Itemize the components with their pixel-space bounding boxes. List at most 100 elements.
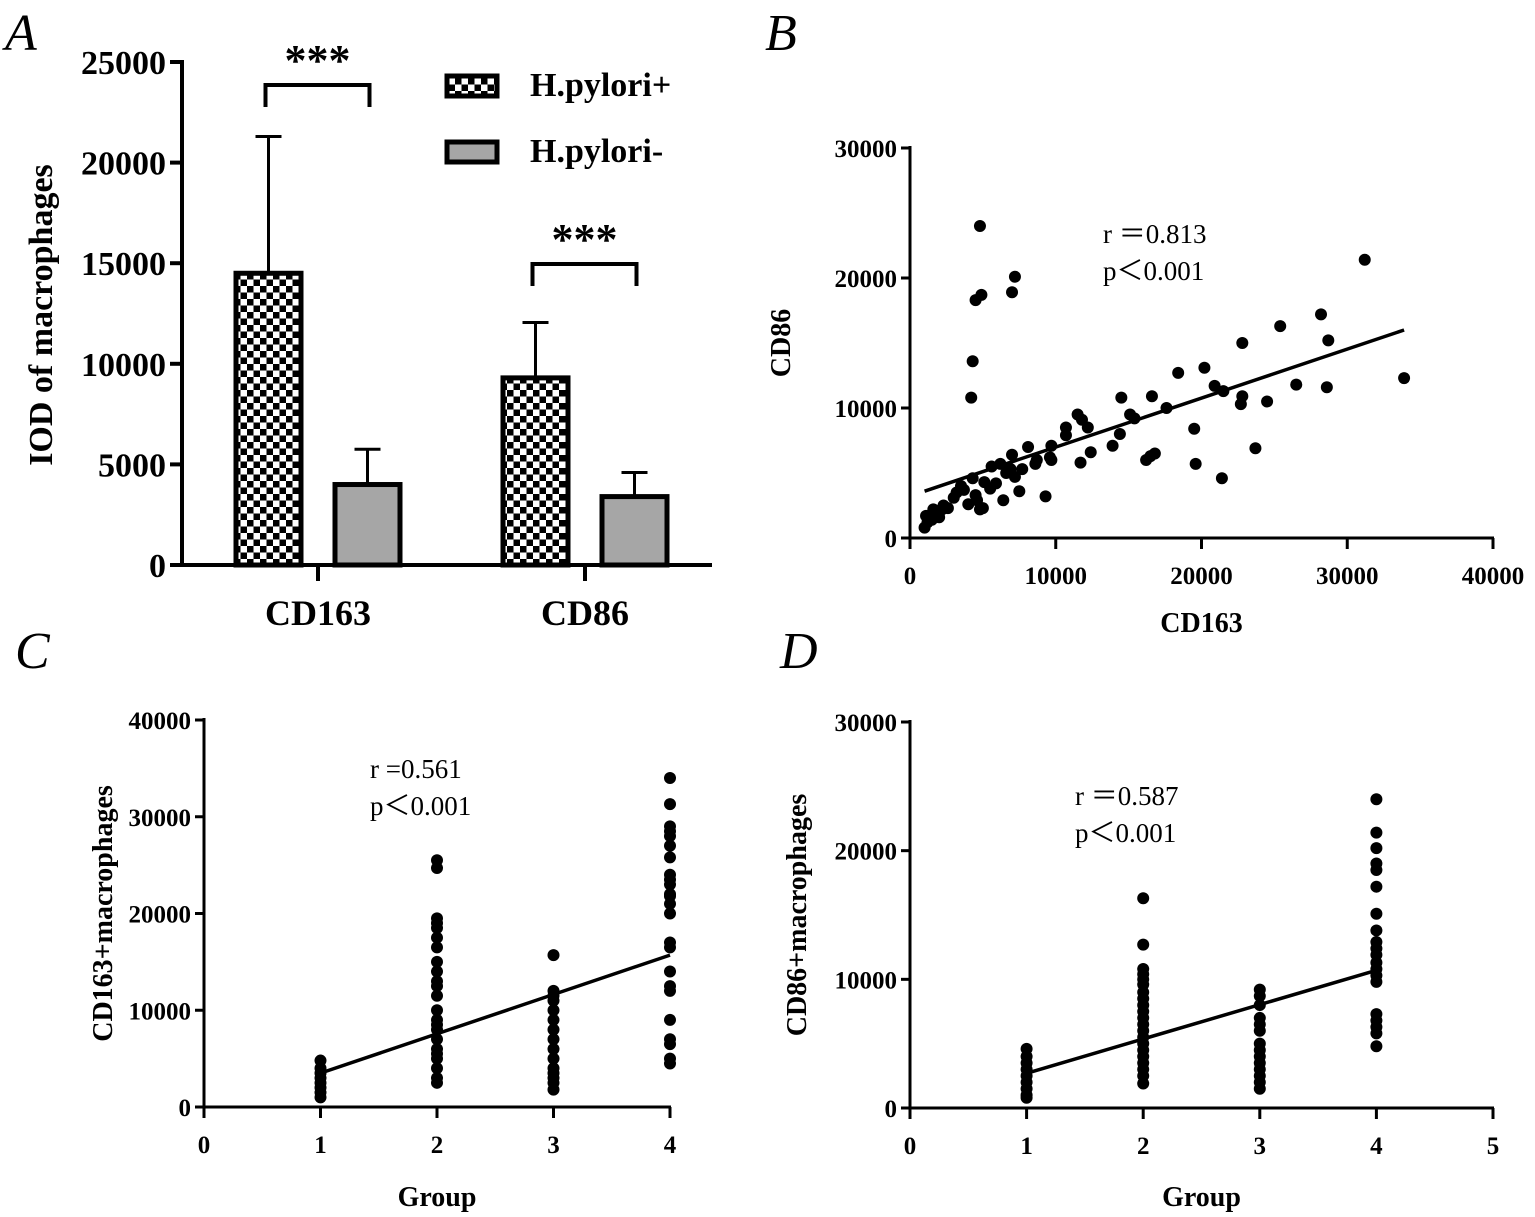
data-point: [1370, 863, 1383, 876]
panel-c-scatter: 0 10000 20000 30000 40000 0 1 2 3 4 Group CD163+mac…: [88, 708, 677, 1213]
x-tick-label: 5: [1487, 1133, 1500, 1160]
data-point: [547, 1083, 560, 1096]
data-point: [1253, 1082, 1266, 1095]
significance-bracket: [263, 83, 372, 107]
x-tick-label: 10000: [1025, 563, 1088, 590]
bar-CD163-H.pylori+: [233, 270, 304, 568]
data-point: [664, 1038, 676, 1051]
data-point: [1071, 408, 1084, 421]
data-point: [547, 949, 560, 962]
data-point: [664, 1013, 676, 1026]
data-point: [664, 830, 676, 843]
data-point: [547, 1042, 560, 1055]
y-tick-label: 0: [149, 548, 166, 585]
data-point: [1074, 456, 1087, 469]
data-point: [1008, 270, 1021, 283]
data-point: [1115, 391, 1128, 404]
legend-label: H.pylori-: [530, 133, 663, 170]
data-point: [664, 798, 676, 811]
data-point: [1322, 334, 1335, 347]
data-point: [973, 220, 986, 232]
data-point: [1043, 451, 1056, 464]
data-point: [431, 931, 443, 944]
y-tick-label: 20000: [81, 146, 166, 183]
x-tick-label: 0: [904, 1133, 917, 1160]
x-tick-label: 1: [314, 1132, 327, 1159]
data-point: [431, 980, 443, 993]
p-value: p＜0.001: [370, 791, 471, 821]
significance-stars: ***: [285, 36, 351, 85]
x-tick-label: 2: [431, 1132, 444, 1159]
y-tick-label: 40000: [129, 708, 192, 735]
regression-line: [1026, 968, 1377, 1075]
panel-d-scatter: 0 10000 20000 30000 0 1 2 3 4 5 Group CD86+macropha…: [782, 710, 1499, 1213]
bar-CD86-H.pylori-: [599, 494, 670, 568]
data-point: [918, 521, 931, 534]
y-tick-label: 25000: [81, 45, 166, 82]
data-point: [1370, 1027, 1383, 1040]
panel-letter-c: C: [15, 623, 51, 680]
data-point: [664, 878, 676, 891]
panel-letter-d: D: [779, 623, 818, 680]
data-point: [1029, 457, 1042, 470]
data-point: [1253, 1024, 1266, 1037]
legend-swatch: [444, 73, 500, 99]
bar-CD86-H.pylori+: [500, 375, 571, 568]
x-tick-label: CD163: [265, 593, 371, 633]
y-axis-label: CD163+macrophages: [88, 785, 119, 1042]
x-tick-label: 4: [664, 1132, 677, 1159]
data-point: [1113, 428, 1126, 440]
y-tick-label: 30000: [129, 805, 192, 832]
data-point: [950, 486, 963, 499]
panel-letter-a: A: [2, 5, 37, 62]
data-point: [1137, 938, 1150, 951]
data-point: [975, 288, 988, 301]
data-point: [1234, 398, 1247, 411]
data-point: [965, 391, 978, 404]
y-tick-label: 0: [885, 1096, 898, 1123]
data-point: [1236, 337, 1249, 349]
data-point: [1004, 463, 1017, 476]
data-point: [314, 1091, 327, 1104]
correlation-r: r ＝0.587: [1075, 781, 1179, 811]
data-point: [1315, 308, 1328, 321]
data-point: [664, 907, 676, 920]
x-tick-label: 3: [547, 1132, 560, 1159]
y-tick-label: 15000: [81, 246, 166, 283]
x-tick-label: 3: [1254, 1133, 1267, 1160]
data-point: [664, 941, 676, 954]
data-point: [1215, 472, 1228, 485]
data-point: [1172, 366, 1185, 379]
data-point: [1358, 253, 1371, 266]
data-point: [1137, 1077, 1150, 1090]
data-point: [664, 1057, 676, 1070]
data-point: [1145, 390, 1158, 403]
x-tick-label: 40000: [1462, 563, 1525, 590]
data-point: [1370, 880, 1383, 893]
data-point: [1290, 378, 1303, 391]
y-tick-label: 0: [179, 1095, 192, 1122]
y-tick-label: 20000: [835, 839, 898, 866]
data-point: [431, 1062, 443, 1075]
data-point: [966, 355, 979, 368]
data-point: [1370, 793, 1383, 806]
x-tick-label: 20000: [1170, 563, 1233, 590]
y-tick-label: 30000: [835, 710, 898, 737]
data-point: [1253, 990, 1266, 1003]
data-point: [989, 477, 1002, 490]
data-point: [1370, 975, 1383, 988]
data-point: [431, 1004, 443, 1017]
data-point: [1006, 286, 1019, 299]
data-point: [1013, 485, 1026, 498]
data-point: [1137, 892, 1150, 905]
x-tick-label: CD86: [541, 593, 629, 633]
significance-bracket: [530, 262, 639, 286]
data-point: [547, 1013, 560, 1026]
data-point: [1039, 490, 1052, 503]
data-point: [431, 989, 443, 1002]
data-point: [1022, 441, 1035, 453]
data-point: [1020, 1091, 1033, 1104]
data-point: [1106, 439, 1119, 452]
legend-swatch: [444, 139, 500, 165]
regression-line: [924, 328, 1405, 493]
